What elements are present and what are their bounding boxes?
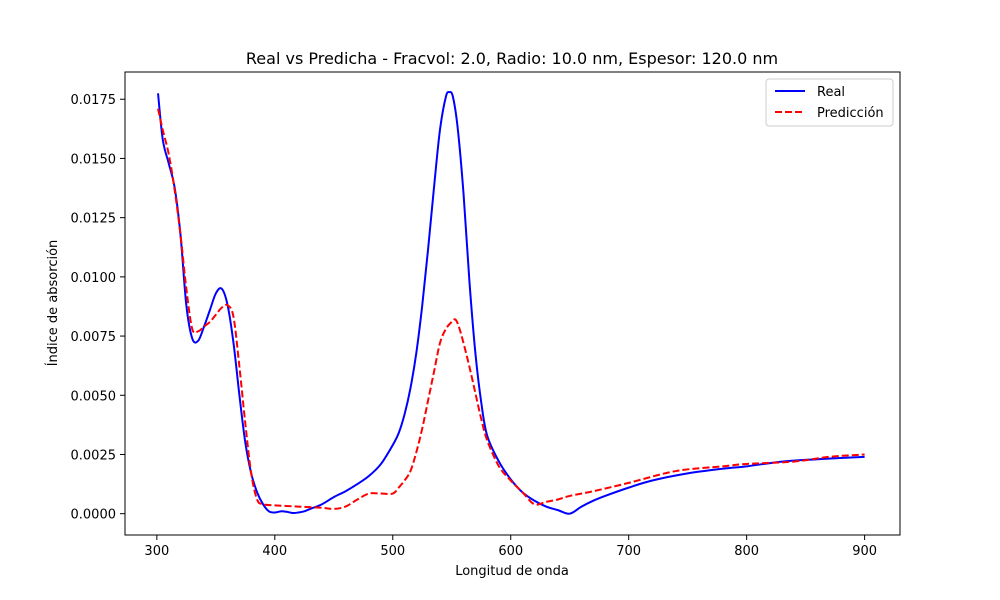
legend: Real Predicción (765, 78, 894, 127)
y-tick-label: 0.0175 (71, 93, 117, 108)
y-axis: 0.0000 0.0025 0.0050 0.0075 0.0100 0.0125 0.01… (71, 93, 125, 523)
x-tick-label: 300 (144, 544, 169, 559)
y-tick-label: 0.0100 (71, 271, 117, 286)
y-axis-label: Índice de absorción (45, 240, 61, 367)
legend-label-real: Real (817, 85, 845, 100)
y-tick-label: 0.0125 (71, 212, 117, 227)
series-line-real (157, 90, 865, 515)
plot-area (157, 90, 865, 515)
y-tick-label: 0.0000 (71, 508, 117, 523)
x-tick-label: 900 (852, 544, 877, 559)
y-tick-label: 0.0150 (71, 152, 117, 167)
y-tick-label: 0.0075 (71, 330, 117, 345)
chart-title: Real vs Predicha - Fracvol: 2.0, Radio: … (246, 49, 778, 68)
legend-label-prediccion: Predicción (817, 106, 884, 121)
x-axis-label: Longitud de onda (455, 564, 569, 579)
y-tick-label: 0.0050 (71, 389, 117, 404)
y-tick-label: 0.0025 (71, 448, 117, 463)
x-tick-label: 500 (380, 544, 405, 559)
x-tick-label: 600 (498, 544, 523, 559)
series-line-prediccion (157, 108, 865, 510)
plot-frame (124, 71, 901, 536)
x-axis: 300 400 500 600 700 800 900 (144, 535, 877, 559)
x-tick-label: 700 (616, 544, 641, 559)
x-tick-label: 400 (262, 544, 287, 559)
x-tick-label: 800 (734, 544, 759, 559)
